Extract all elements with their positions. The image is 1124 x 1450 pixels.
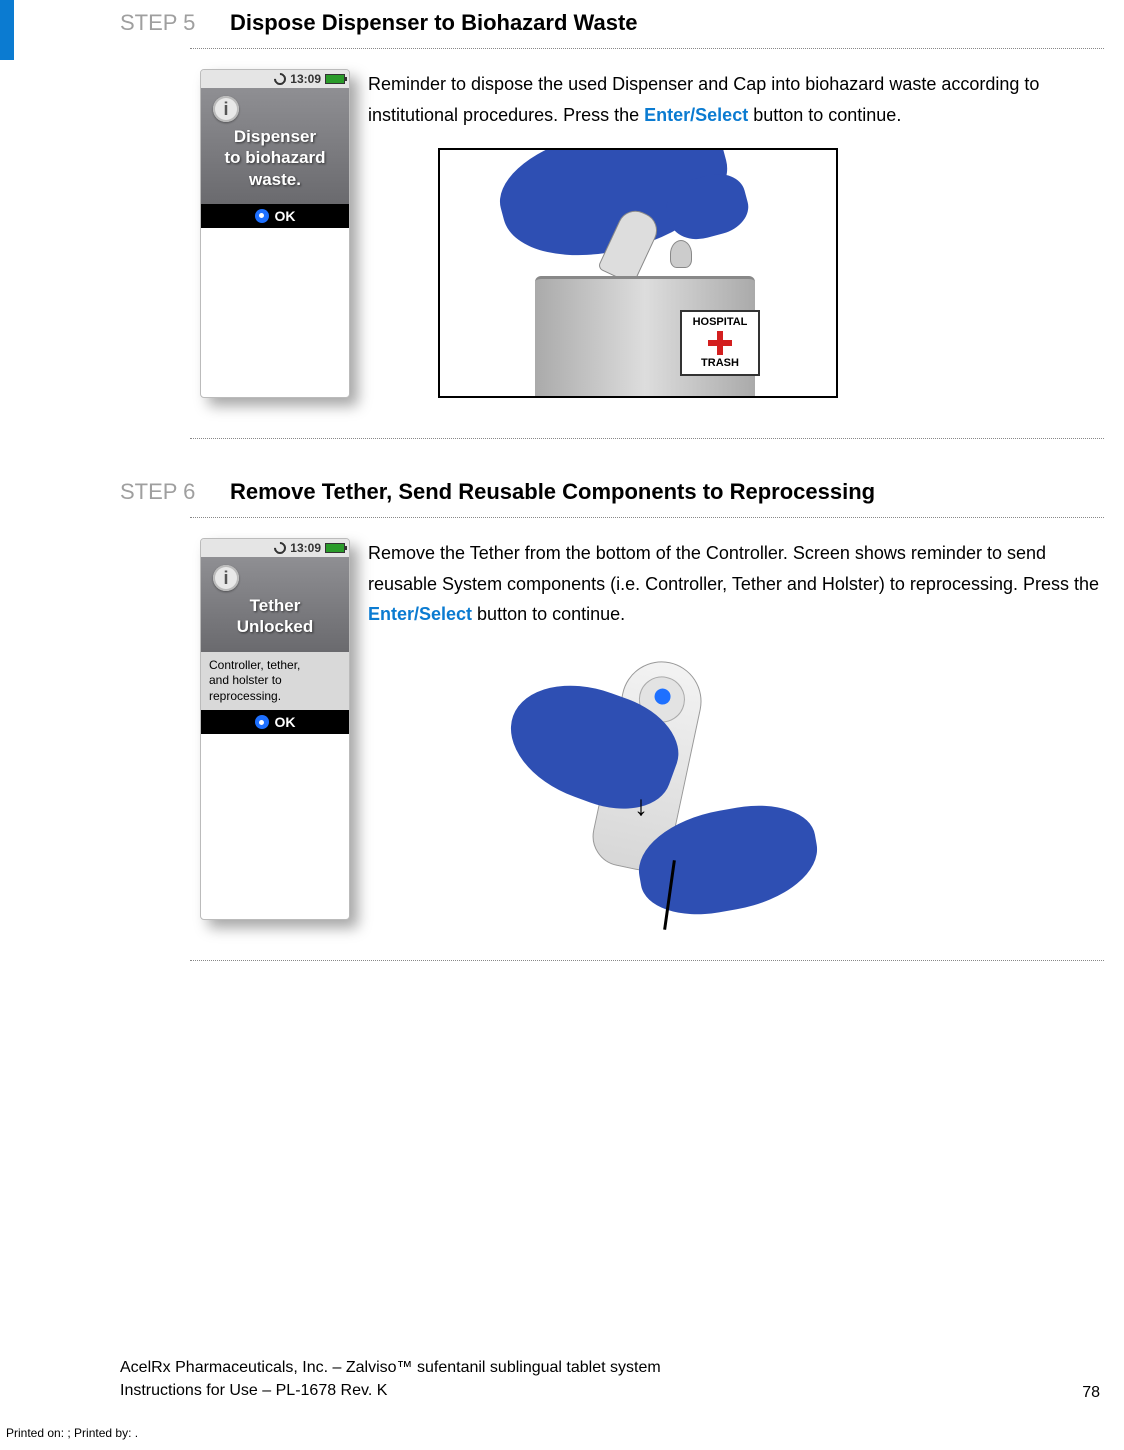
footer-line1: AcelRx Pharmaceuticals, Inc. – Zalviso™ … [120, 1356, 661, 1379]
step-5-block: STEP 5 Dispose Dispenser to Biohazard Wa… [120, 10, 1104, 439]
info-icon: i [213, 565, 239, 591]
msg-line: Dispenser [234, 127, 316, 146]
page-tab-indicator [0, 0, 14, 60]
para-text: Remove the Tether from the bottom of the… [368, 543, 1099, 594]
step-title: Dispose Dispenser to Biohazard Waste [230, 10, 638, 36]
step-text-column: Remove the Tether from the bottom of the… [368, 538, 1104, 920]
step-title: Remove Tether, Send Reusable Components … [230, 479, 875, 505]
step-paragraph: Reminder to dispose the used Dispenser a… [368, 69, 1104, 130]
para-text: button to continue. [472, 604, 625, 624]
cap-icon [670, 240, 692, 268]
ok-label: OK [275, 208, 296, 224]
ok-dot-icon [255, 209, 269, 223]
msg-line: to biohazard [224, 148, 325, 167]
can-label-bottom: TRASH [701, 357, 739, 369]
step-label: STEP 5 [120, 10, 230, 36]
para-text: button to continue. [748, 105, 901, 125]
arrow-down-icon: ↓ [634, 790, 648, 822]
msg-line: Tether [250, 596, 301, 615]
sub-line: and holster to [209, 673, 282, 687]
medical-cross-icon [708, 331, 732, 355]
refresh-icon [272, 540, 289, 557]
device-message: Dispenser to biohazard waste. [207, 126, 343, 190]
step-body: 13:09 i Tether Unlocked Controller, teth… [200, 538, 1104, 920]
ok-label: OK [275, 714, 296, 730]
footer-line2: Instructions for Use – PL-1678 Rev. K [120, 1379, 661, 1402]
page-footer: AcelRx Pharmaceuticals, Inc. – Zalviso™ … [120, 1356, 1100, 1402]
step-header: STEP 5 Dispose Dispenser to Biohazard Wa… [120, 10, 1104, 36]
device-time: 13:09 [290, 72, 321, 86]
device-screenshot: 13:09 i Tether Unlocked Controller, teth… [200, 538, 350, 920]
step-body: 13:09 i Dispenser to biohazard waste. OK [200, 69, 1104, 398]
step-paragraph: Remove the Tether from the bottom of the… [368, 538, 1104, 630]
sub-line: Controller, tether, [209, 658, 300, 672]
device-sub-message: Controller, tether, and holster to repro… [201, 652, 349, 711]
device-message: Tether Unlocked [207, 595, 343, 638]
device-ok-bar: OK [201, 710, 349, 734]
illustration-biohazard-dispose: HOSPITAL TRASH [438, 148, 838, 398]
sub-line: reprocessing. [209, 689, 281, 703]
device-screenshot: 13:09 i Dispenser to biohazard waste. OK [200, 69, 350, 398]
msg-line: waste. [249, 170, 301, 189]
step-header: STEP 6 Remove Tether, Send Reusable Comp… [120, 479, 1104, 505]
battery-icon [325, 543, 345, 553]
divider [190, 438, 1104, 439]
msg-line: Unlocked [237, 617, 314, 636]
step-label: STEP 6 [120, 479, 230, 505]
footer-text: AcelRx Pharmaceuticals, Inc. – Zalviso™ … [120, 1356, 661, 1402]
device-main: i Dispenser to biohazard waste. [201, 88, 349, 204]
refresh-icon [272, 71, 289, 88]
step-text-column: Reminder to dispose the used Dispenser a… [368, 69, 1104, 398]
page-number: 78 [1082, 1384, 1100, 1402]
printed-stamp: Printed on: ; Printed by: . [6, 1426, 138, 1440]
step-6-block: STEP 6 Remove Tether, Send Reusable Comp… [120, 479, 1104, 961]
device-statusbar: 13:09 [201, 539, 349, 557]
device-ok-bar: OK [201, 204, 349, 228]
device-statusbar: 13:09 [201, 70, 349, 88]
info-icon: i [213, 96, 239, 122]
divider [190, 48, 1104, 49]
illustration-remove-tether: ↓ [508, 660, 818, 920]
divider [190, 960, 1104, 961]
battery-icon [325, 74, 345, 84]
ok-dot-icon [255, 715, 269, 729]
page-content: STEP 5 Dispose Dispenser to Biohazard Wa… [0, 0, 1124, 961]
enter-select-ref: Enter/Select [368, 604, 472, 624]
device-time: 13:09 [290, 541, 321, 555]
device-main: i Tether Unlocked [201, 557, 349, 652]
trash-can-label: HOSPITAL TRASH [680, 310, 760, 376]
can-label-top: HOSPITAL [693, 316, 748, 328]
divider [190, 517, 1104, 518]
enter-select-ref: Enter/Select [644, 105, 748, 125]
